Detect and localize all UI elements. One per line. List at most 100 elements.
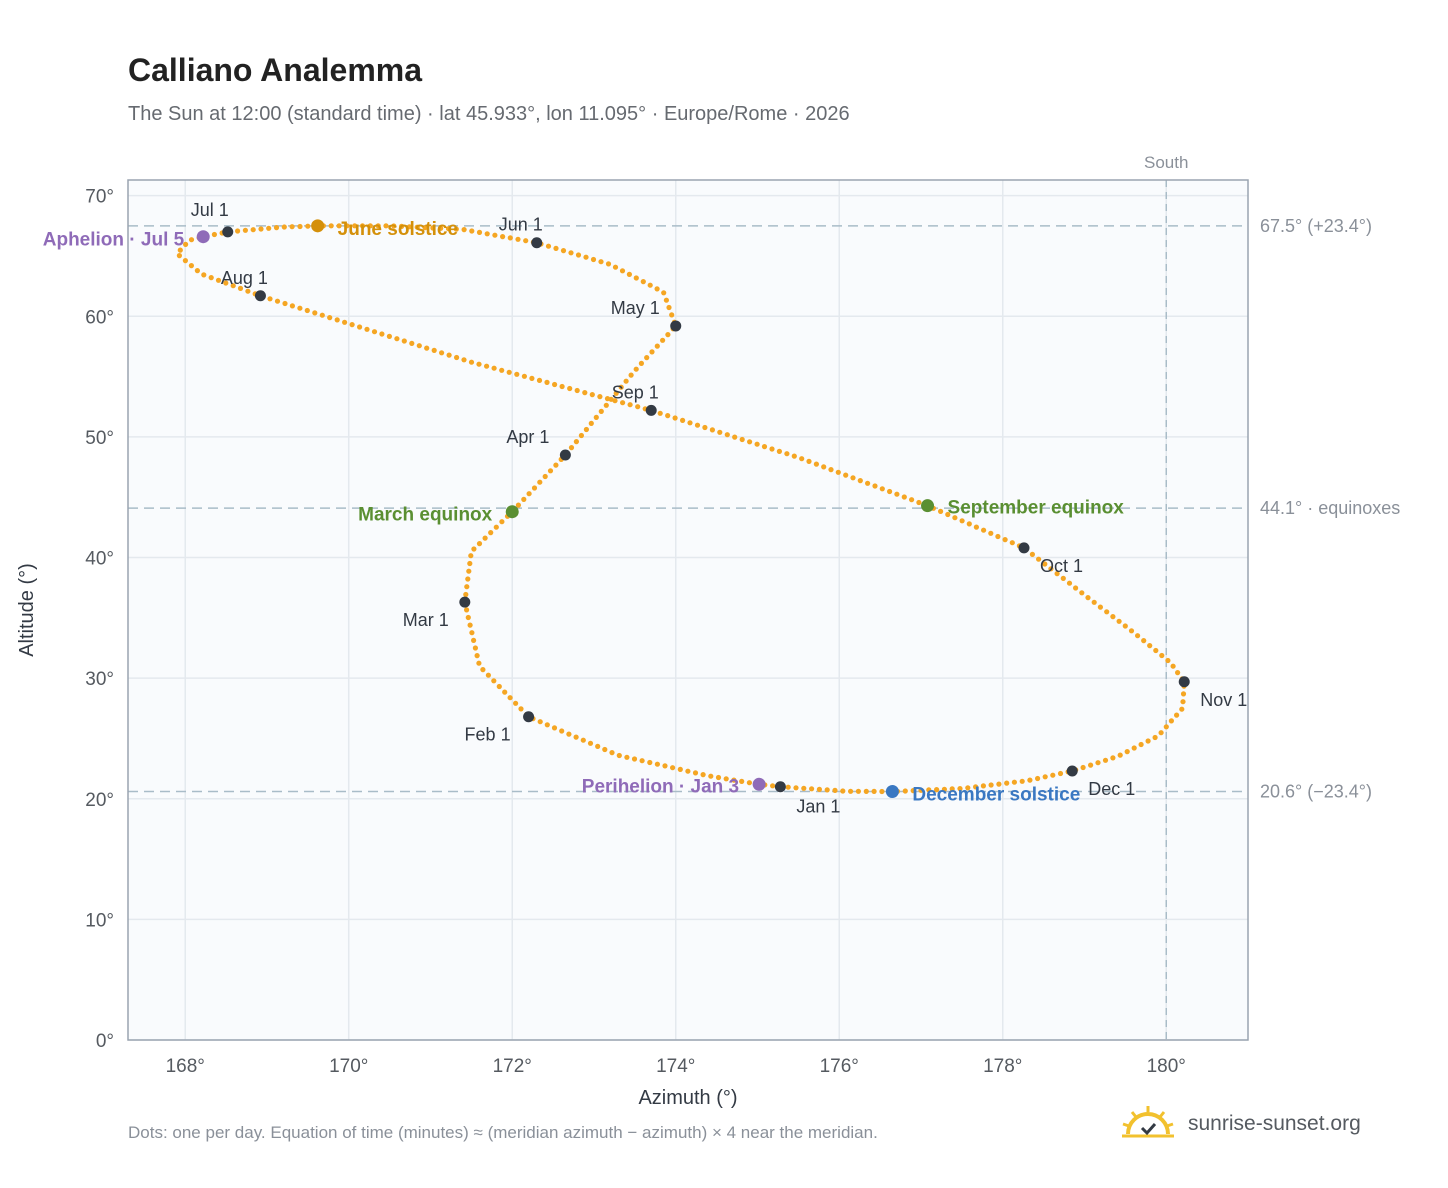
daily-sun-dot bbox=[949, 786, 955, 792]
daily-sun-dot bbox=[918, 787, 924, 793]
daily-sun-dot bbox=[1036, 556, 1042, 562]
y-tick-label: 10° bbox=[85, 910, 114, 931]
daily-sun-dot bbox=[526, 491, 532, 497]
daily-sun-dot bbox=[464, 607, 470, 613]
daily-sun-dot bbox=[824, 787, 830, 793]
daily-sun-dot bbox=[702, 424, 708, 431]
month-marker-label: Nov 1 bbox=[1200, 690, 1247, 710]
daily-sun-dot bbox=[799, 456, 805, 462]
daily-sun-dot bbox=[466, 568, 472, 574]
month-marker-label: Oct 1 bbox=[1040, 556, 1083, 576]
daily-sun-dot bbox=[769, 446, 775, 452]
daily-sun-dot bbox=[995, 533, 1001, 540]
daily-sun-dot bbox=[1179, 706, 1185, 712]
month-marker bbox=[670, 320, 682, 332]
daily-sun-dot bbox=[250, 227, 256, 233]
daily-sun-dot bbox=[1180, 691, 1187, 697]
daily-sun-dot bbox=[901, 494, 907, 500]
daily-sun-dot bbox=[654, 286, 660, 292]
daily-sun-dot bbox=[597, 394, 603, 400]
daily-sun-dot bbox=[1080, 764, 1086, 771]
daily-sun-dot bbox=[476, 229, 483, 235]
daily-sun-dot bbox=[500, 234, 506, 240]
daily-sun-dot bbox=[662, 763, 668, 769]
daily-sun-dot bbox=[587, 740, 594, 746]
daily-sun-dot bbox=[980, 783, 987, 789]
daily-sun-dot bbox=[1095, 760, 1101, 766]
daily-sun-dot bbox=[566, 731, 572, 737]
daily-sun-dot bbox=[461, 227, 467, 233]
daily-sun-dot bbox=[242, 227, 248, 233]
daily-sun-dot bbox=[553, 245, 559, 251]
daily-sun-dot bbox=[1050, 772, 1056, 778]
daily-sun-dot bbox=[493, 524, 499, 530]
daily-sun-dot bbox=[588, 420, 594, 426]
daily-sun-dot bbox=[536, 377, 543, 383]
reference-line-label: 67.5° (+23.4°) bbox=[1260, 216, 1372, 236]
daily-sun-dot bbox=[1079, 590, 1085, 596]
daily-sun-dot bbox=[267, 296, 273, 302]
daily-sun-dot bbox=[273, 225, 280, 231]
daily-sun-dot bbox=[582, 390, 588, 396]
daily-sun-dot bbox=[208, 275, 214, 281]
daily-sun-dot bbox=[638, 360, 645, 366]
daily-sun-dot bbox=[188, 237, 195, 243]
daily-sun-dot bbox=[499, 367, 505, 373]
daily-sun-dot bbox=[367, 223, 373, 229]
daily-sun-dot bbox=[334, 317, 340, 323]
daily-sun-dot bbox=[863, 788, 869, 795]
daily-sun-dot bbox=[391, 223, 397, 229]
daily-sun-dot bbox=[894, 491, 900, 497]
daily-sun-dot bbox=[237, 285, 244, 291]
daily-sun-dot bbox=[813, 461, 820, 467]
daily-sun-dot bbox=[304, 307, 310, 314]
daily-sun-dot bbox=[835, 469, 841, 475]
x-tick-label: 170° bbox=[329, 1056, 368, 1077]
daily-sun-dot bbox=[1174, 712, 1180, 718]
month-marker-label: Apr 1 bbox=[506, 427, 549, 447]
daily-sun-dot bbox=[754, 441, 760, 447]
daily-sun-dot bbox=[182, 258, 188, 264]
daily-sun-dot bbox=[848, 788, 854, 794]
month-marker-label: Jun 1 bbox=[499, 215, 543, 235]
daily-sun-dot bbox=[176, 253, 182, 259]
daily-sun-dot bbox=[988, 530, 994, 536]
daily-sun-dot bbox=[416, 343, 422, 349]
daily-sun-dot bbox=[672, 415, 678, 421]
daily-sun-dot bbox=[879, 486, 885, 492]
month-marker-label: Sep 1 bbox=[612, 382, 659, 402]
daily-sun-dot bbox=[708, 773, 714, 779]
daily-sun-dot bbox=[776, 448, 783, 454]
brand[interactable]: sunrise-sunset.org bbox=[1120, 1102, 1361, 1146]
daily-sun-dot bbox=[439, 350, 445, 356]
daily-sun-dot bbox=[605, 261, 612, 267]
daily-sun-dot bbox=[386, 333, 392, 339]
plot-background bbox=[128, 180, 1248, 1040]
month-marker bbox=[559, 449, 571, 461]
daily-sun-dot bbox=[872, 483, 878, 489]
x-tick-label: 168° bbox=[166, 1056, 205, 1077]
daily-sun-dot bbox=[593, 414, 599, 420]
event-marker-label: June solstice bbox=[338, 219, 458, 240]
daily-sun-dot bbox=[513, 700, 519, 706]
daily-sun-dot bbox=[446, 352, 452, 358]
daily-sun-dot bbox=[1088, 762, 1094, 768]
daily-sun-dot bbox=[515, 502, 522, 508]
axes: 168° 170° 172° 174° 176° 178° 180° 0° 10° 20° 30° 4… bbox=[16, 187, 1186, 1109]
daily-sun-dot bbox=[567, 385, 573, 392]
daily-sun-dot bbox=[654, 761, 661, 767]
daily-sun-dot bbox=[465, 576, 471, 582]
daily-sun-dot bbox=[926, 787, 932, 793]
daily-sun-dot bbox=[438, 225, 444, 231]
daily-sun-dot bbox=[542, 473, 548, 480]
daily-sun-dot bbox=[474, 653, 480, 659]
y-tick-label: 40° bbox=[85, 549, 114, 570]
y-tick-label: 20° bbox=[85, 790, 114, 811]
daily-sun-dot bbox=[507, 235, 513, 241]
daily-sun-dot bbox=[784, 451, 790, 457]
daily-sun-dot bbox=[647, 759, 653, 766]
daily-sun-dot bbox=[692, 770, 699, 776]
daily-sun-dot bbox=[1002, 537, 1008, 543]
daily-sun-dot bbox=[328, 223, 334, 229]
daily-sun-dot bbox=[598, 408, 604, 414]
